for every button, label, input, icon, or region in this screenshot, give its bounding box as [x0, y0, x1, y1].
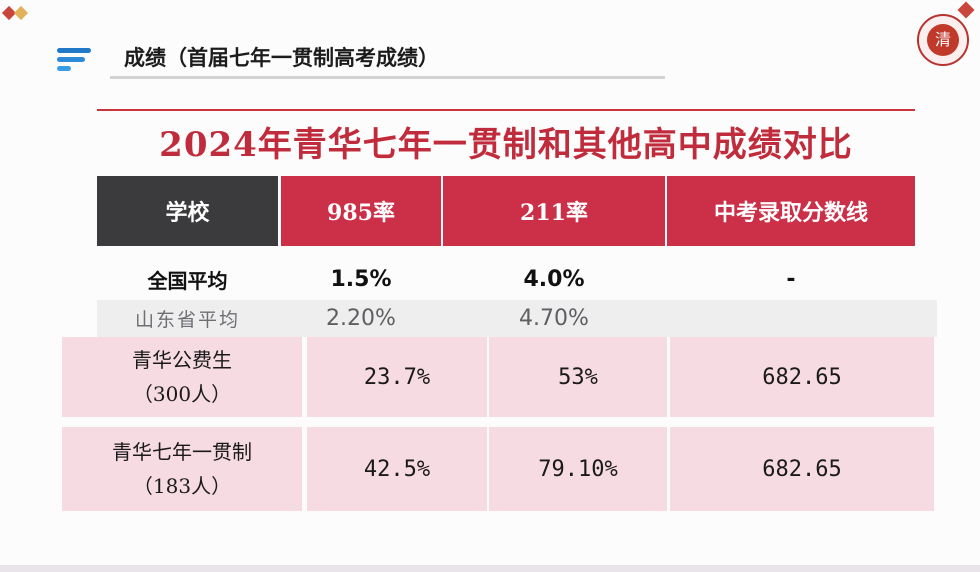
- row-seven-school: 青华七年一贯制 （183人）: [62, 427, 302, 511]
- row-seven-bg-school: [62, 427, 302, 511]
- row-public-school-name: 青华公费生: [132, 348, 232, 372]
- page-title: 2024年青华七年一贯制和其他高中成绩对比: [159, 125, 853, 165]
- decor-diamond-corner: [957, 1, 975, 19]
- row-shandong-bg: [97, 300, 937, 337]
- row-public-bg-211: [489, 337, 667, 417]
- row-shandong-211: 4.70%: [519, 306, 589, 331]
- header-school: 学校: [97, 176, 278, 246]
- row-seven-985: 42.5%: [363, 456, 431, 482]
- bottom-bar: [0, 565, 980, 572]
- school-logo-emblem: 清: [927, 24, 959, 56]
- row-public-bg-school: [62, 337, 302, 417]
- section-divider: [110, 76, 665, 79]
- title-rule: [97, 109, 915, 111]
- row-public-bg-985: [307, 337, 487, 417]
- row-seven-bg-985: [307, 427, 487, 511]
- row-public-211: 53%: [558, 364, 598, 390]
- school-logo: 清: [917, 14, 969, 66]
- section-title: 成绩（首届七年一贯制高考成绩）: [124, 46, 439, 70]
- row-national-211: 4.0%: [523, 266, 585, 292]
- header-211-rate: 211率: [443, 176, 665, 246]
- header-cutoff-score: 中考录取分数线: [667, 176, 915, 246]
- row-national-score: -: [786, 266, 796, 292]
- row-shandong-985: 2.20%: [326, 306, 396, 331]
- row-seven-bg-211: [489, 427, 667, 511]
- row-public-school: 青华公费生 （300人）: [62, 337, 302, 417]
- row-seven-211: 79.10%: [538, 456, 618, 482]
- row-national-school: 全国平均: [147, 268, 228, 293]
- row-public-score: 682.65: [762, 364, 842, 390]
- row-public-bg-score: [670, 337, 934, 417]
- row-seven-school-count: （183人）: [132, 474, 232, 498]
- row-shandong-school: 山东省平均: [134, 309, 240, 331]
- row-public-school-count: （300人）: [132, 382, 232, 406]
- list-bars-icon: [55, 48, 97, 78]
- decor-diamond-gold: [13, 5, 29, 21]
- row-shandong-score: [667, 300, 915, 337]
- header-985-rate: 985率: [281, 176, 441, 246]
- row-national-985: 1.5%: [330, 266, 392, 292]
- row-public-985: 23.7%: [363, 364, 431, 390]
- row-seven-bg-score: [670, 427, 934, 511]
- row-seven-school-name: 青华七年一贯制: [112, 440, 252, 464]
- row-seven-score: 682.65: [762, 456, 842, 482]
